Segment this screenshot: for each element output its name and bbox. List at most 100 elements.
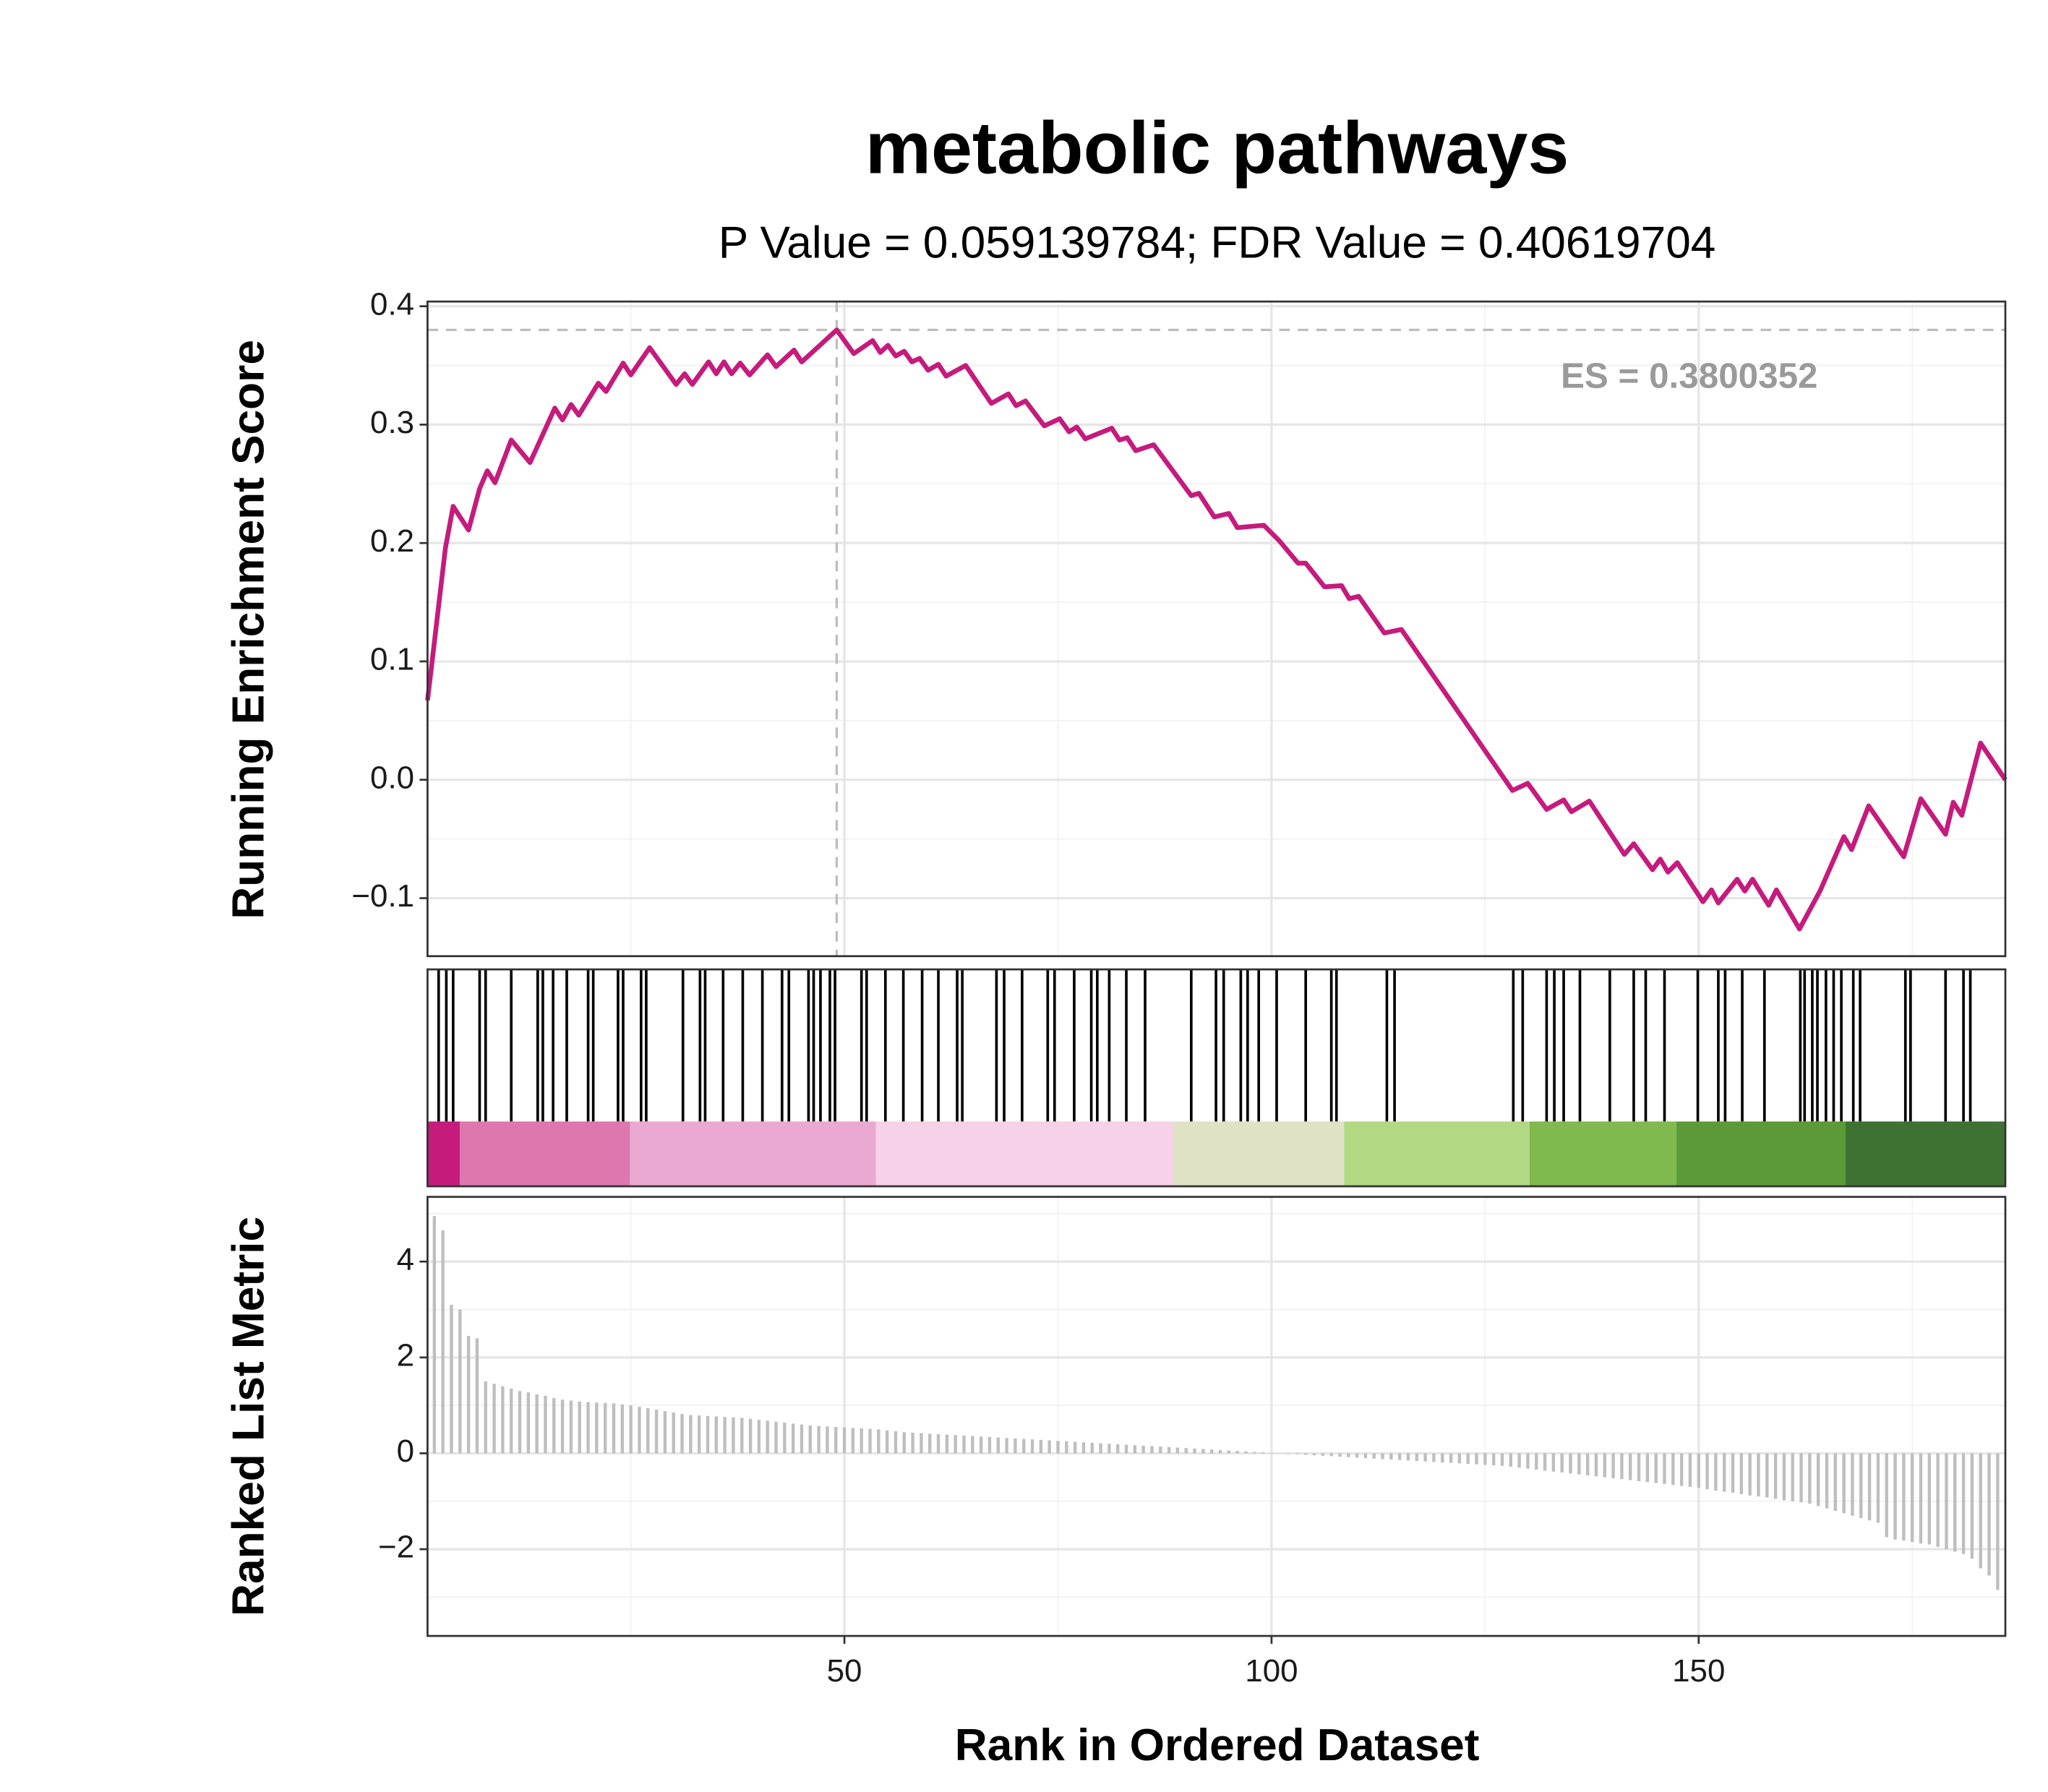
metric-bar <box>714 1416 718 1454</box>
metric-bar <box>1466 1453 1470 1465</box>
metric-bar <box>851 1428 855 1454</box>
metric-bar <box>1723 1453 1726 1492</box>
metric-bar <box>1415 1453 1419 1462</box>
metric-bar <box>1911 1453 1914 1543</box>
metric-bar <box>1594 1453 1598 1477</box>
metric-bar <box>1167 1446 1171 1454</box>
metric-bar <box>1193 1448 1196 1454</box>
metric-bar <box>1030 1439 1034 1454</box>
metric-bar <box>1663 1453 1666 1484</box>
metric-bar <box>1629 1453 1632 1480</box>
metric-bar <box>1757 1453 1760 1497</box>
metric-bar <box>1491 1453 1496 1466</box>
metric-bar <box>1970 1453 1974 1559</box>
metric-bar <box>834 1427 838 1454</box>
metric-bar <box>1953 1453 1957 1552</box>
metric-bar <box>1748 1453 1752 1496</box>
metric-bar <box>1432 1453 1436 1462</box>
metric-bar <box>1124 1444 1128 1454</box>
metric-bar <box>706 1415 710 1454</box>
metric-bar <box>766 1420 769 1454</box>
metric-bar <box>1902 1453 1906 1541</box>
metric-bar <box>1227 1450 1231 1454</box>
metric-bar <box>1372 1453 1376 1459</box>
metric-bar <box>928 1433 932 1454</box>
metric-bar <box>441 1230 445 1454</box>
metric-bar <box>1022 1439 1026 1454</box>
metric-bar <box>1620 1453 1624 1480</box>
metric-bar <box>1543 1453 1547 1471</box>
color-band <box>630 1121 876 1187</box>
x-tick-label: 150 <box>1672 1653 1725 1689</box>
metric-bar <box>1551 1453 1556 1472</box>
panel-border <box>427 968 2007 1188</box>
metric-bar <box>620 1404 625 1454</box>
metric-bar <box>629 1405 633 1454</box>
y-tick-label: 4 <box>397 1242 414 1277</box>
y-axis-title: Running Enrichment Score <box>223 340 273 919</box>
y-axis-title: Ranked List Metric <box>223 1217 273 1616</box>
metric-bar <box>680 1414 684 1454</box>
metric-bar <box>1808 1453 1812 1504</box>
metric-bar <box>612 1403 616 1454</box>
metric-bar <box>484 1381 487 1454</box>
metric-bar <box>945 1434 949 1454</box>
metric-bar <box>1842 1453 1846 1514</box>
metric-bar <box>1099 1443 1102 1454</box>
metric-bar <box>920 1433 923 1454</box>
metric-bar <box>783 1423 787 1454</box>
metric-bar <box>1116 1444 1120 1454</box>
metric-bar <box>646 1408 650 1454</box>
metric-bar <box>595 1402 599 1454</box>
metric-bar <box>1175 1447 1180 1454</box>
metric-bar <box>1141 1445 1145 1454</box>
y-tick-label: 0.1 <box>370 642 414 677</box>
y-tick-label: −0.1 <box>351 878 414 914</box>
metric-bar <box>860 1428 863 1454</box>
chart-subtitle: P Value = 0.059139784; FDR Value = 0.406… <box>719 218 1716 268</box>
metric-bar <box>1645 1453 1650 1483</box>
metric-bar <box>868 1428 872 1454</box>
metric-bar <box>1851 1453 1854 1516</box>
metric-bar <box>1679 1453 1684 1486</box>
metric-bar <box>526 1392 531 1454</box>
metric-bar <box>740 1418 744 1454</box>
x-tick-label: 100 <box>1245 1653 1298 1689</box>
metric-bar <box>1817 1453 1820 1506</box>
metric-bar <box>1347 1453 1350 1457</box>
metric-bar <box>1773 1453 1778 1499</box>
metric-bar <box>560 1399 565 1454</box>
metric-bar <box>535 1394 539 1454</box>
metric-bar <box>1244 1451 1248 1454</box>
metric-bar <box>1765 1453 1769 1498</box>
panel-border <box>427 300 2007 958</box>
x-axis-title: Rank in Ordered Dataset <box>955 1720 1480 1770</box>
metric-bar <box>954 1435 957 1454</box>
metric-bar <box>723 1417 727 1454</box>
metric-bar <box>492 1384 496 1454</box>
metric-bar <box>987 1436 992 1454</box>
metric-bar <box>1483 1453 1487 1465</box>
metric-bar <box>1945 1453 1948 1550</box>
metric-bar <box>808 1426 812 1454</box>
metric-bar <box>450 1304 453 1454</box>
metric-bar <box>1961 1453 1966 1554</box>
color-band <box>1344 1121 1530 1187</box>
metric-bar <box>1526 1453 1530 1469</box>
metric-bar <box>1714 1453 1718 1491</box>
metric-bar <box>663 1411 667 1454</box>
metric-bar <box>1560 1453 1564 1472</box>
metric-bar <box>1159 1446 1162 1454</box>
metric-bar <box>586 1402 590 1454</box>
metric-bar <box>748 1418 753 1454</box>
color-band <box>1846 1121 2006 1187</box>
color-band <box>427 1121 460 1187</box>
metric-bar <box>826 1426 829 1454</box>
metric-bar <box>894 1431 898 1454</box>
metric-bar <box>1457 1453 1462 1464</box>
es-curve <box>425 327 2008 932</box>
metric-bar <box>1867 1453 1872 1521</box>
x-tick-label: 50 <box>827 1653 862 1689</box>
metric-bar <box>1936 1453 1940 1547</box>
